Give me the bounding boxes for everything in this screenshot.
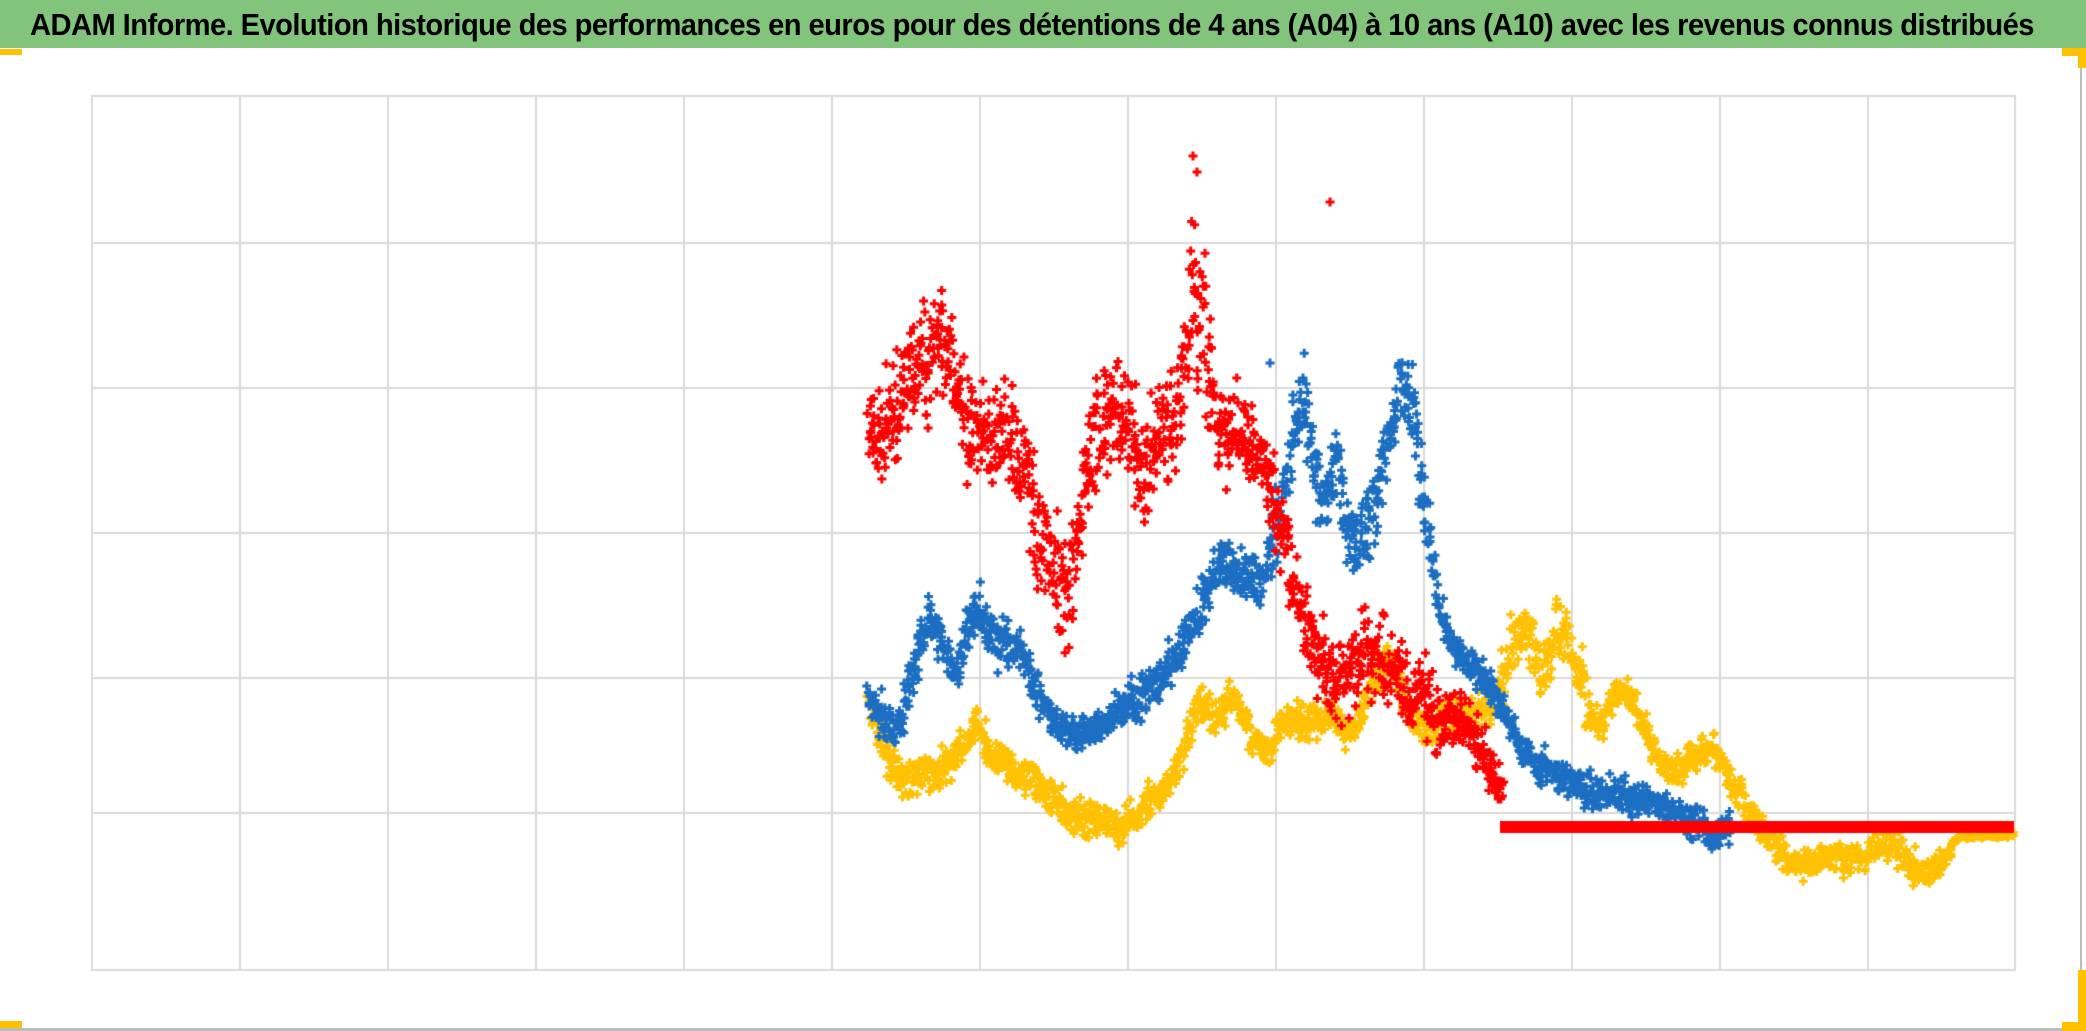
- capture-corner-mark-bottom-right: [2062, 1022, 2086, 1031]
- capture-frame-right-edge: [2080, 48, 2082, 1029]
- capture-corner-mark-bottom-right-vertical: [2078, 970, 2086, 1031]
- capture-corner-mark-top-left: [0, 49, 22, 55]
- capture-frame-bottom-edge: [0, 1028, 2086, 1031]
- capture-corner-mark-bottom-left: [0, 1021, 22, 1028]
- capture-corner-mark-top-right-vertical: [2078, 48, 2086, 68]
- capture-corner-mark-top-right: [2062, 48, 2086, 56]
